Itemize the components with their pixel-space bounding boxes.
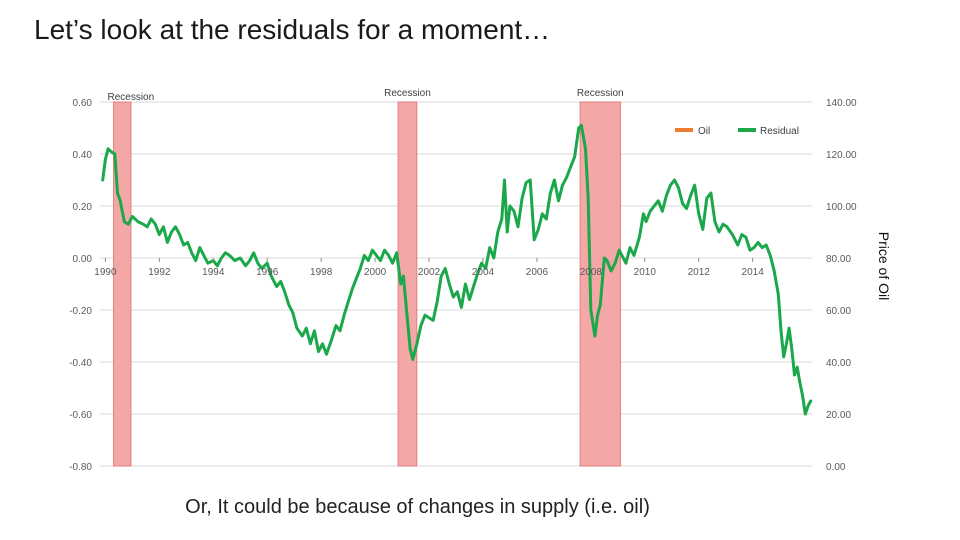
right-tick-label: 120.00 — [826, 150, 857, 161]
legend-swatch-oil — [675, 128, 693, 132]
recession-label: Recession — [384, 88, 431, 99]
recession-band — [397, 101, 418, 467]
right-tick-label: 40.00 — [826, 358, 851, 369]
legend: Oil Residual — [675, 126, 799, 137]
x-tick-label: 1994 — [202, 267, 225, 278]
right-tick-label: 100.00 — [826, 202, 857, 213]
right-tick-label: 60.00 — [826, 306, 851, 317]
left-tick-label: 0.20 — [73, 202, 93, 213]
x-tick-label: 1990 — [94, 267, 117, 278]
x-tick-label: 2006 — [526, 267, 549, 278]
residual-line — [101, 123, 813, 416]
slide-title: Let’s look at the residuals for a moment… — [34, 14, 551, 45]
right-tick-label: 0.00 — [826, 462, 846, 473]
x-tick-label: 2000 — [364, 267, 387, 278]
left-tick-label: -0.80 — [69, 462, 92, 473]
left-tick-label: -0.60 — [69, 410, 92, 421]
residual-series — [101, 123, 813, 416]
left-tick-label: -0.20 — [69, 306, 92, 317]
x-tick-label: 2014 — [742, 267, 765, 278]
right-tick-label: 80.00 — [826, 254, 851, 265]
x-tick-label: 1992 — [148, 267, 171, 278]
x-tick-label: 2010 — [634, 267, 657, 278]
legend-swatch-residual — [738, 128, 756, 132]
x-axis-ticks: 1990 1992 1994 1996 1998 2000 2002 2004 2006 2008… — [94, 258, 764, 278]
left-tick-label: -0.40 — [69, 358, 92, 369]
right-axis-ticks: 140.00 120.00 100.00 80.00 60.00 40.00 20.00 0.… — [826, 98, 857, 473]
x-tick-label: 2008 — [580, 267, 603, 278]
x-tick-label: 1998 — [310, 267, 333, 278]
left-tick-label: 0.00 — [73, 254, 93, 265]
recession-label: Recession — [577, 88, 624, 99]
right-tick-label: 140.00 — [826, 98, 857, 109]
legend-label-residual: Residual — [760, 126, 799, 137]
recession-label: Recession — [107, 92, 154, 103]
left-axis-ticks: 0.60 0.40 0.20 0.00 -0.20 -0.40 -0.60 -0.80 — [69, 98, 92, 473]
gridlines — [100, 101, 812, 467]
x-tick-label: 2002 — [418, 267, 441, 278]
right-tick-label: 20.00 — [826, 410, 851, 421]
x-tick-label: 2004 — [472, 267, 495, 278]
right-axis-title: Price of Oil — [876, 232, 892, 300]
recession-bands: Recession Recession Recession — [107, 88, 624, 467]
x-tick-label: 2012 — [688, 267, 711, 278]
x-tick-label: 1996 — [256, 267, 279, 278]
left-tick-label: 0.60 — [73, 98, 93, 109]
legend-label-oil: Oil — [698, 126, 710, 137]
slide-caption: Or, It could be because of changes in su… — [185, 496, 650, 518]
left-tick-label: 0.40 — [73, 150, 93, 161]
